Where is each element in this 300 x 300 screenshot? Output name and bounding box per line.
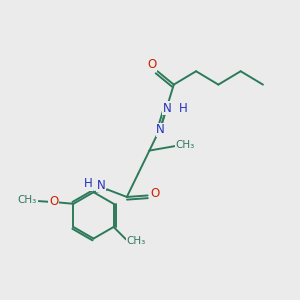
Text: CH₃: CH₃ bbox=[176, 140, 195, 150]
Text: N: N bbox=[163, 102, 172, 115]
Text: O: O bbox=[148, 58, 157, 71]
Text: N: N bbox=[97, 178, 105, 192]
Text: H: H bbox=[179, 102, 188, 115]
Text: CH₃: CH₃ bbox=[127, 236, 146, 246]
Text: H: H bbox=[84, 177, 93, 190]
Text: O: O bbox=[49, 195, 58, 208]
Text: CH₃: CH₃ bbox=[18, 195, 37, 205]
Text: N: N bbox=[156, 123, 165, 136]
Text: O: O bbox=[150, 188, 160, 200]
